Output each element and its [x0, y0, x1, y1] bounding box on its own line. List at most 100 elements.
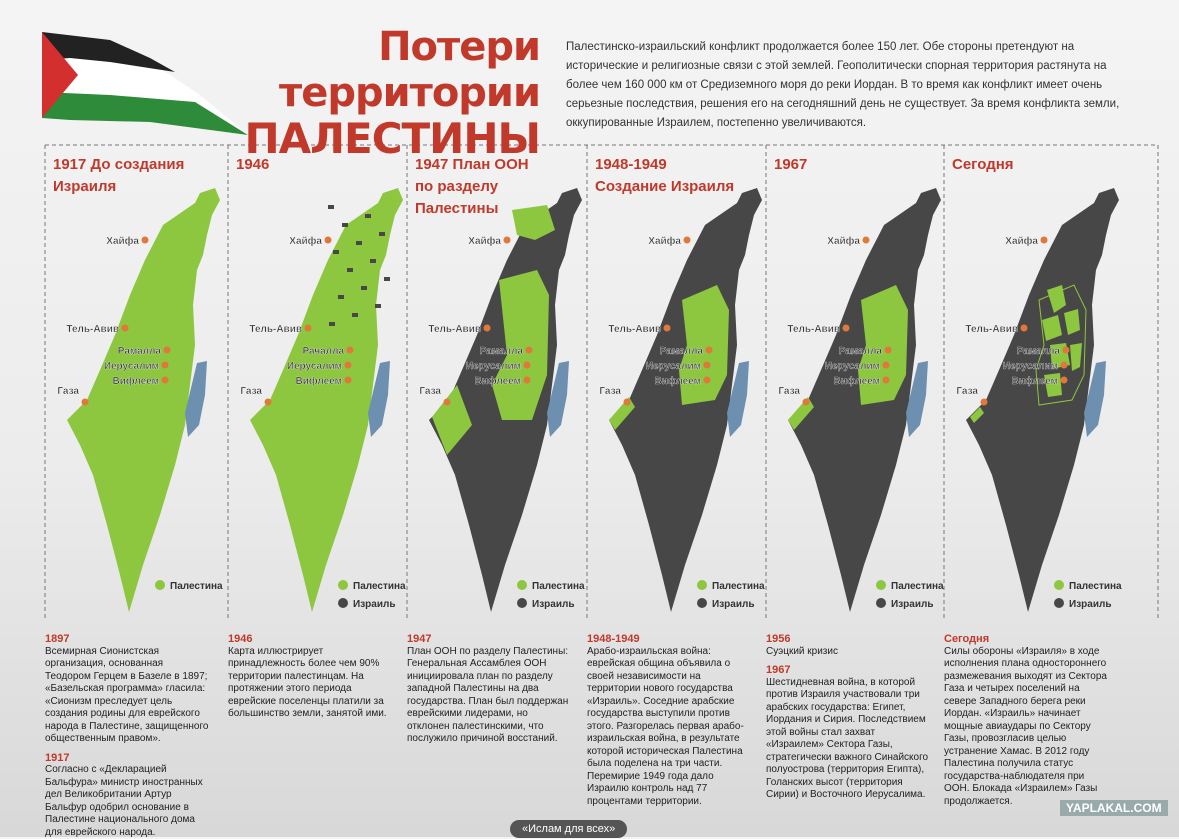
city-dot [623, 398, 631, 406]
note: Сегодня Силы обороны «Израиля» в ходе исп… [944, 627, 1109, 808]
city-dot [1040, 236, 1048, 244]
city-dot [1060, 361, 1068, 369]
dead-sea [727, 361, 749, 437]
title: Потери территории ПАЛЕСТИНЫ [175, 24, 541, 162]
legend-label: Израиль [353, 599, 395, 610]
city-label: Рамалла [839, 346, 883, 357]
city-dot [663, 324, 671, 332]
city-dot [705, 346, 713, 354]
legend-dot [517, 580, 527, 590]
city-label: Вифлеем [655, 375, 701, 387]
settlement [379, 232, 385, 236]
city-label: Тель-Авив [965, 324, 1018, 335]
legend-dot [697, 598, 707, 608]
city-dot [802, 398, 810, 406]
settlement [329, 322, 335, 326]
city-dot [344, 361, 352, 369]
watermark: YAPLAKAL.COM [1060, 800, 1168, 816]
note: 1948-1949 Арабо-израильская война: еврейс… [587, 627, 752, 808]
city-dot [121, 324, 129, 332]
city-dot [81, 398, 89, 406]
city-label: Газа [778, 386, 800, 397]
city-dot [1020, 324, 1028, 332]
city-label: Рамалла [660, 346, 704, 357]
note-text: Шестидневная война, в которой против Изр… [766, 676, 929, 801]
legend-dot [517, 598, 527, 608]
map-title: 1948-1949 [595, 156, 667, 173]
settlement [361, 286, 367, 290]
city-dot [862, 236, 870, 244]
city-label: Хайфа [1005, 235, 1038, 247]
legend-label: Израиль [891, 599, 933, 610]
city-label: Иерусалим [1003, 361, 1058, 372]
note-text: Суэцкий кризис [766, 645, 838, 657]
dead-sea [185, 361, 207, 437]
city-label: Хайфа [648, 235, 681, 247]
map-title: по разделу [415, 178, 499, 195]
map-title: Создание Израиля [595, 178, 734, 195]
palestine-area [1070, 343, 1082, 371]
note: 1947 План ООН по разделу Палестины: Генер… [407, 627, 572, 746]
territory [966, 188, 1119, 612]
city-label: Тель-Авив [608, 324, 661, 335]
settlement [384, 277, 390, 281]
city-label: Газа [419, 386, 441, 397]
territory [250, 188, 403, 612]
settlement [328, 205, 334, 209]
palestine-area [432, 385, 472, 455]
city-dot [483, 324, 491, 332]
map-panel: 1917 До создания Израиля Хайфа Тель-Авив Рам… [53, 156, 223, 612]
note-year: 1967 [766, 664, 791, 676]
city-dot [523, 361, 531, 369]
legend-label: Палестина [1069, 581, 1122, 592]
city-label: Рачалла [303, 346, 345, 357]
legend-dot [1054, 580, 1064, 590]
legend-dot [697, 580, 707, 590]
note-year: 1946 [228, 633, 253, 645]
note-year: 1897 [45, 633, 70, 645]
city-label: Газа [240, 386, 262, 397]
city-label: Тель-Авив [66, 324, 119, 335]
legend-label: Израиль [532, 599, 574, 610]
city-label: Хайфа [827, 235, 860, 247]
palestine-area [1044, 373, 1062, 397]
note-year: 1917 [45, 751, 70, 764]
palestine-area [1047, 285, 1066, 313]
palestine-area [858, 285, 908, 405]
settlement [342, 223, 348, 227]
city-dot [525, 346, 533, 354]
dead-sea [906, 361, 928, 437]
city-dot [882, 361, 890, 369]
city-label: Вифлеем [475, 375, 521, 387]
city-label: Рамалла [480, 346, 524, 357]
map-title: 1946 [236, 156, 269, 173]
note-text: Всемирная Сионистская организация, основ… [45, 645, 209, 745]
city-dot [161, 361, 169, 369]
note-text: Силы обороны «Израиля» в ходе исполнения… [944, 645, 1107, 807]
legend-dot [155, 580, 165, 590]
note: 1956 Суэцкий кризис 1967 Шестидневная война… [766, 627, 931, 802]
legend-label: Палестина [712, 581, 765, 592]
city-dot [443, 398, 451, 406]
settlement [347, 268, 353, 272]
note: 1897 Всемирная Сионистская организация, о… [45, 627, 210, 839]
city-dot [346, 346, 354, 354]
legend-label: Палестина [170, 581, 223, 592]
city-label: Иерусалим [825, 361, 880, 372]
settlement [370, 259, 376, 263]
legend-label: Палестина [353, 581, 406, 592]
palestine-area [492, 270, 549, 420]
legend-label: Палестина [891, 581, 944, 592]
city-dot [141, 236, 149, 244]
city-label: Хайфа [106, 235, 139, 247]
title-line: Потери территории [279, 24, 541, 116]
city-label: Вифлеем [834, 375, 880, 387]
settlement [352, 313, 358, 317]
west-bank-outline [1035, 284, 1087, 406]
palestine-area [679, 285, 729, 405]
legend-label: Палестина [532, 581, 585, 592]
dead-sea [368, 361, 390, 437]
